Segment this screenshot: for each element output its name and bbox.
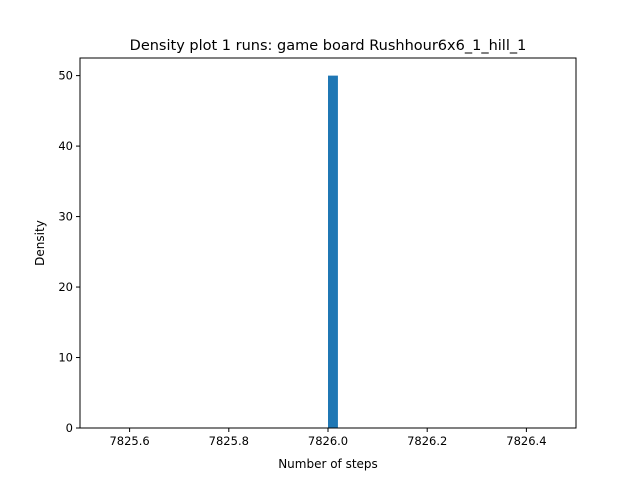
x-axis-label: Number of steps [278, 457, 378, 471]
x-ticks-group: 7825.6 7825.8 7826.0 7826.2 7826.4 [109, 428, 547, 448]
x-tick-label: 7825.6 [109, 434, 149, 448]
bars-group [328, 75, 338, 428]
y-ticks-group: 0 10 20 30 40 50 [58, 69, 80, 435]
y-axis-label: Density [33, 220, 47, 266]
chart-title: Density plot 1 runs: game board Rushhour… [130, 38, 527, 54]
y-tick-label: 50 [58, 69, 73, 83]
y-tick-label: 0 [66, 421, 73, 435]
y-tick-label: 20 [58, 280, 73, 294]
histogram-bar [328, 75, 338, 428]
y-tick-label: 40 [58, 139, 73, 153]
x-tick-label: 7826.4 [506, 434, 546, 448]
x-tick-label: 7826.0 [308, 434, 348, 448]
y-tick-label: 10 [58, 351, 73, 365]
plot-frame [79, 57, 577, 429]
x-tick-label: 7825.8 [209, 434, 249, 448]
x-tick-label: 7826.2 [407, 434, 447, 448]
y-tick-label: 30 [58, 210, 73, 224]
